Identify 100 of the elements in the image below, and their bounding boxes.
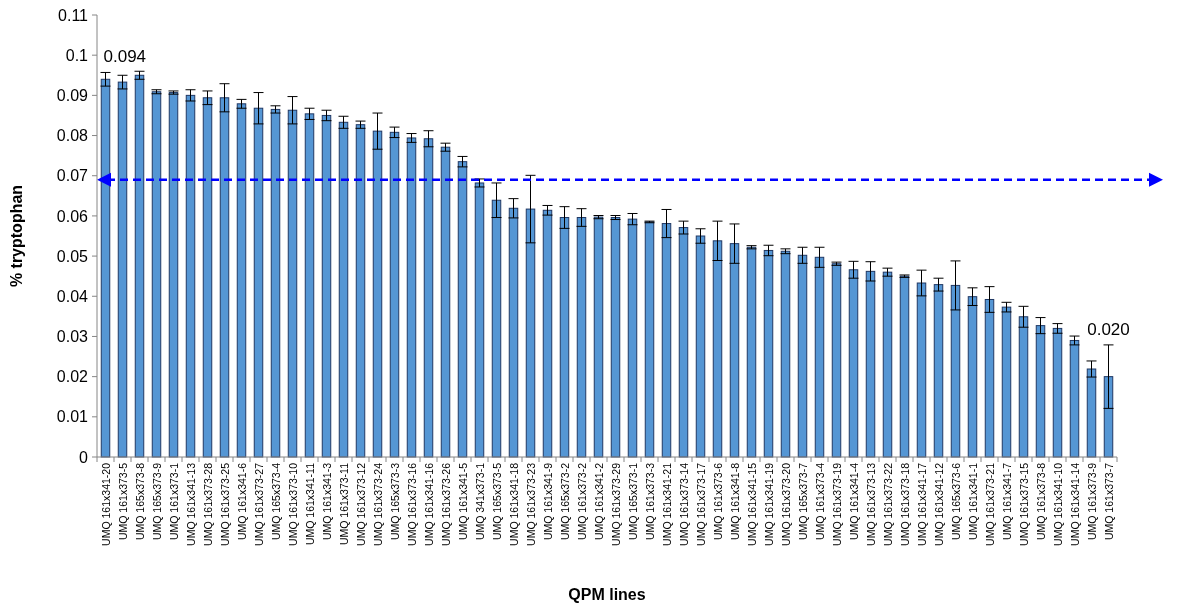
x-tick-label: UMQ 161x341-6 bbox=[235, 462, 248, 541]
x-tick-label: UMQ 165x373-2 bbox=[558, 462, 571, 541]
x-tick-label: UMQ 161x373-15 bbox=[1017, 462, 1030, 546]
x-tick-label: UMQ 165x373-5 bbox=[490, 462, 503, 541]
x-tick-label: UMQ 161x341-4 bbox=[847, 462, 860, 541]
bar bbox=[491, 199, 502, 458]
x-tick-label: UMQ 161x373-11 bbox=[337, 462, 350, 546]
bar bbox=[661, 223, 672, 458]
x-tick-label: UMQ 161x341-7 bbox=[1000, 462, 1013, 541]
x-tick-label: UMQ 165x373-8 bbox=[133, 462, 146, 541]
x-tick-label: UMQ 161x373-20 bbox=[779, 462, 792, 546]
x-tick-label: UMQ 161x341-5 bbox=[456, 462, 469, 541]
x-tick-label: UMQ 161x341-2 bbox=[592, 462, 605, 541]
x-tick-label: UMQ 165x373-6 bbox=[949, 462, 962, 541]
x-tick-label: UMQ 161x341-17 bbox=[915, 462, 928, 546]
x-tick-label: UMQ 161x341-20 bbox=[99, 462, 112, 546]
y-tick-label: 0.09 bbox=[56, 86, 89, 104]
bar bbox=[1069, 339, 1080, 458]
x-tick-label: UMQ 161x373-5 bbox=[116, 462, 129, 541]
bar bbox=[440, 146, 451, 458]
bar bbox=[1035, 325, 1046, 458]
bar bbox=[1001, 306, 1012, 458]
x-tick-label: UMQ 161x373-10 bbox=[286, 462, 299, 546]
bar bbox=[406, 137, 417, 458]
x-tick-label: UMQ 161x341-12 bbox=[932, 462, 945, 546]
x-tick-label: UMQ 161x341-16 bbox=[422, 462, 435, 546]
y-tick-label: 0 bbox=[79, 448, 89, 466]
x-tick-label: UMQ 165x373-1 bbox=[626, 462, 639, 541]
x-tick-label: UMQ 161x373-7 bbox=[1102, 462, 1115, 541]
y-tick-label: 0.06 bbox=[56, 207, 89, 225]
y-tick-label: 0.01 bbox=[56, 408, 89, 426]
bar bbox=[321, 114, 332, 458]
bar bbox=[627, 218, 638, 458]
x-tick-label: UMQ 161x341-3 bbox=[320, 462, 333, 541]
x-tick-label: UMQ 161x373-9 bbox=[1085, 462, 1098, 541]
bar bbox=[1103, 376, 1114, 458]
bar bbox=[831, 263, 842, 458]
data-label: 0.094 bbox=[103, 47, 147, 67]
bar bbox=[814, 256, 825, 458]
x-tick-label: UMQ 161x373-3 bbox=[643, 462, 656, 541]
x-tick-label: UMQ 161x373-22 bbox=[881, 462, 894, 546]
x-tick-label: UMQ 165x373-3 bbox=[388, 462, 401, 541]
bar bbox=[287, 109, 298, 458]
bar bbox=[576, 217, 587, 458]
y-tick-label: 0.1 bbox=[65, 46, 89, 64]
bar bbox=[559, 217, 570, 458]
y-tick-label: 0.08 bbox=[56, 127, 89, 145]
bar bbox=[525, 208, 536, 458]
x-tick-label: UMQ 165x373-4 bbox=[269, 462, 282, 541]
x-tick-label: UMQ 161x373-28 bbox=[201, 462, 214, 546]
x-tick-label: UMQ 161x373-4 bbox=[813, 462, 826, 541]
bar bbox=[236, 103, 247, 458]
y-tick-label: 0.03 bbox=[56, 328, 89, 346]
bar bbox=[865, 270, 876, 458]
bar bbox=[355, 124, 366, 458]
bar bbox=[117, 81, 128, 458]
x-tick-label: UMQ 165x373-9 bbox=[150, 462, 163, 541]
x-tick-label: UMQ 161x341-13 bbox=[184, 462, 197, 546]
x-tick-label: UMQ 161x373-19 bbox=[830, 462, 843, 546]
bar bbox=[695, 235, 706, 458]
bar bbox=[151, 91, 162, 458]
bar bbox=[899, 275, 910, 458]
data-label: 0.020 bbox=[1087, 319, 1130, 339]
x-tick-label: UMQ 161x341-18 bbox=[507, 462, 520, 546]
x-axis-title: QPM lines bbox=[568, 586, 646, 603]
bar bbox=[933, 284, 944, 458]
y-tick-label: 0.05 bbox=[56, 247, 89, 265]
x-tick-label: UMQ 161x373-29 bbox=[609, 462, 622, 546]
x-tick-label: UMQ 161x373-23 bbox=[524, 462, 537, 546]
y-tick-label: 0.07 bbox=[56, 167, 89, 185]
bar bbox=[712, 240, 723, 458]
x-tick-label: UMQ 161x373-21 bbox=[983, 462, 996, 546]
x-tick-label: UMQ 161x373-26 bbox=[439, 462, 452, 546]
x-tick-label: UMQ 161x373-25 bbox=[218, 462, 231, 546]
bar bbox=[270, 108, 281, 458]
bar bbox=[338, 121, 349, 458]
bar bbox=[984, 298, 995, 458]
x-tick-label: UMQ 161x341-1 bbox=[966, 462, 979, 541]
bar bbox=[950, 284, 961, 458]
x-tick-label: UMQ 161x341-10 bbox=[1051, 462, 1064, 546]
bar bbox=[763, 249, 774, 458]
bar bbox=[253, 107, 264, 458]
x-tick-label: UMQ 161x341-21 bbox=[660, 462, 673, 546]
bar bbox=[729, 243, 740, 458]
bar bbox=[168, 92, 179, 458]
x-tick-label: UMQ 161x373-8 bbox=[1034, 462, 1047, 541]
bar bbox=[746, 246, 757, 458]
x-tick-label: UMQ 161x373-27 bbox=[252, 462, 265, 546]
bar bbox=[423, 138, 434, 458]
bar bbox=[848, 269, 859, 458]
x-tick-label: UMQ 161x373-12 bbox=[354, 462, 367, 546]
y-tick-label: 0.04 bbox=[56, 287, 89, 305]
bar bbox=[542, 209, 553, 458]
x-tick-label: UMQ 161x373-16 bbox=[405, 462, 418, 546]
bar bbox=[610, 217, 621, 458]
x-tick-label: UMQ 161x341-15 bbox=[745, 462, 758, 546]
x-tick-label: UMQ 161x341-8 bbox=[728, 462, 741, 541]
bar bbox=[219, 97, 230, 458]
bar bbox=[916, 282, 927, 458]
bar bbox=[134, 74, 145, 458]
